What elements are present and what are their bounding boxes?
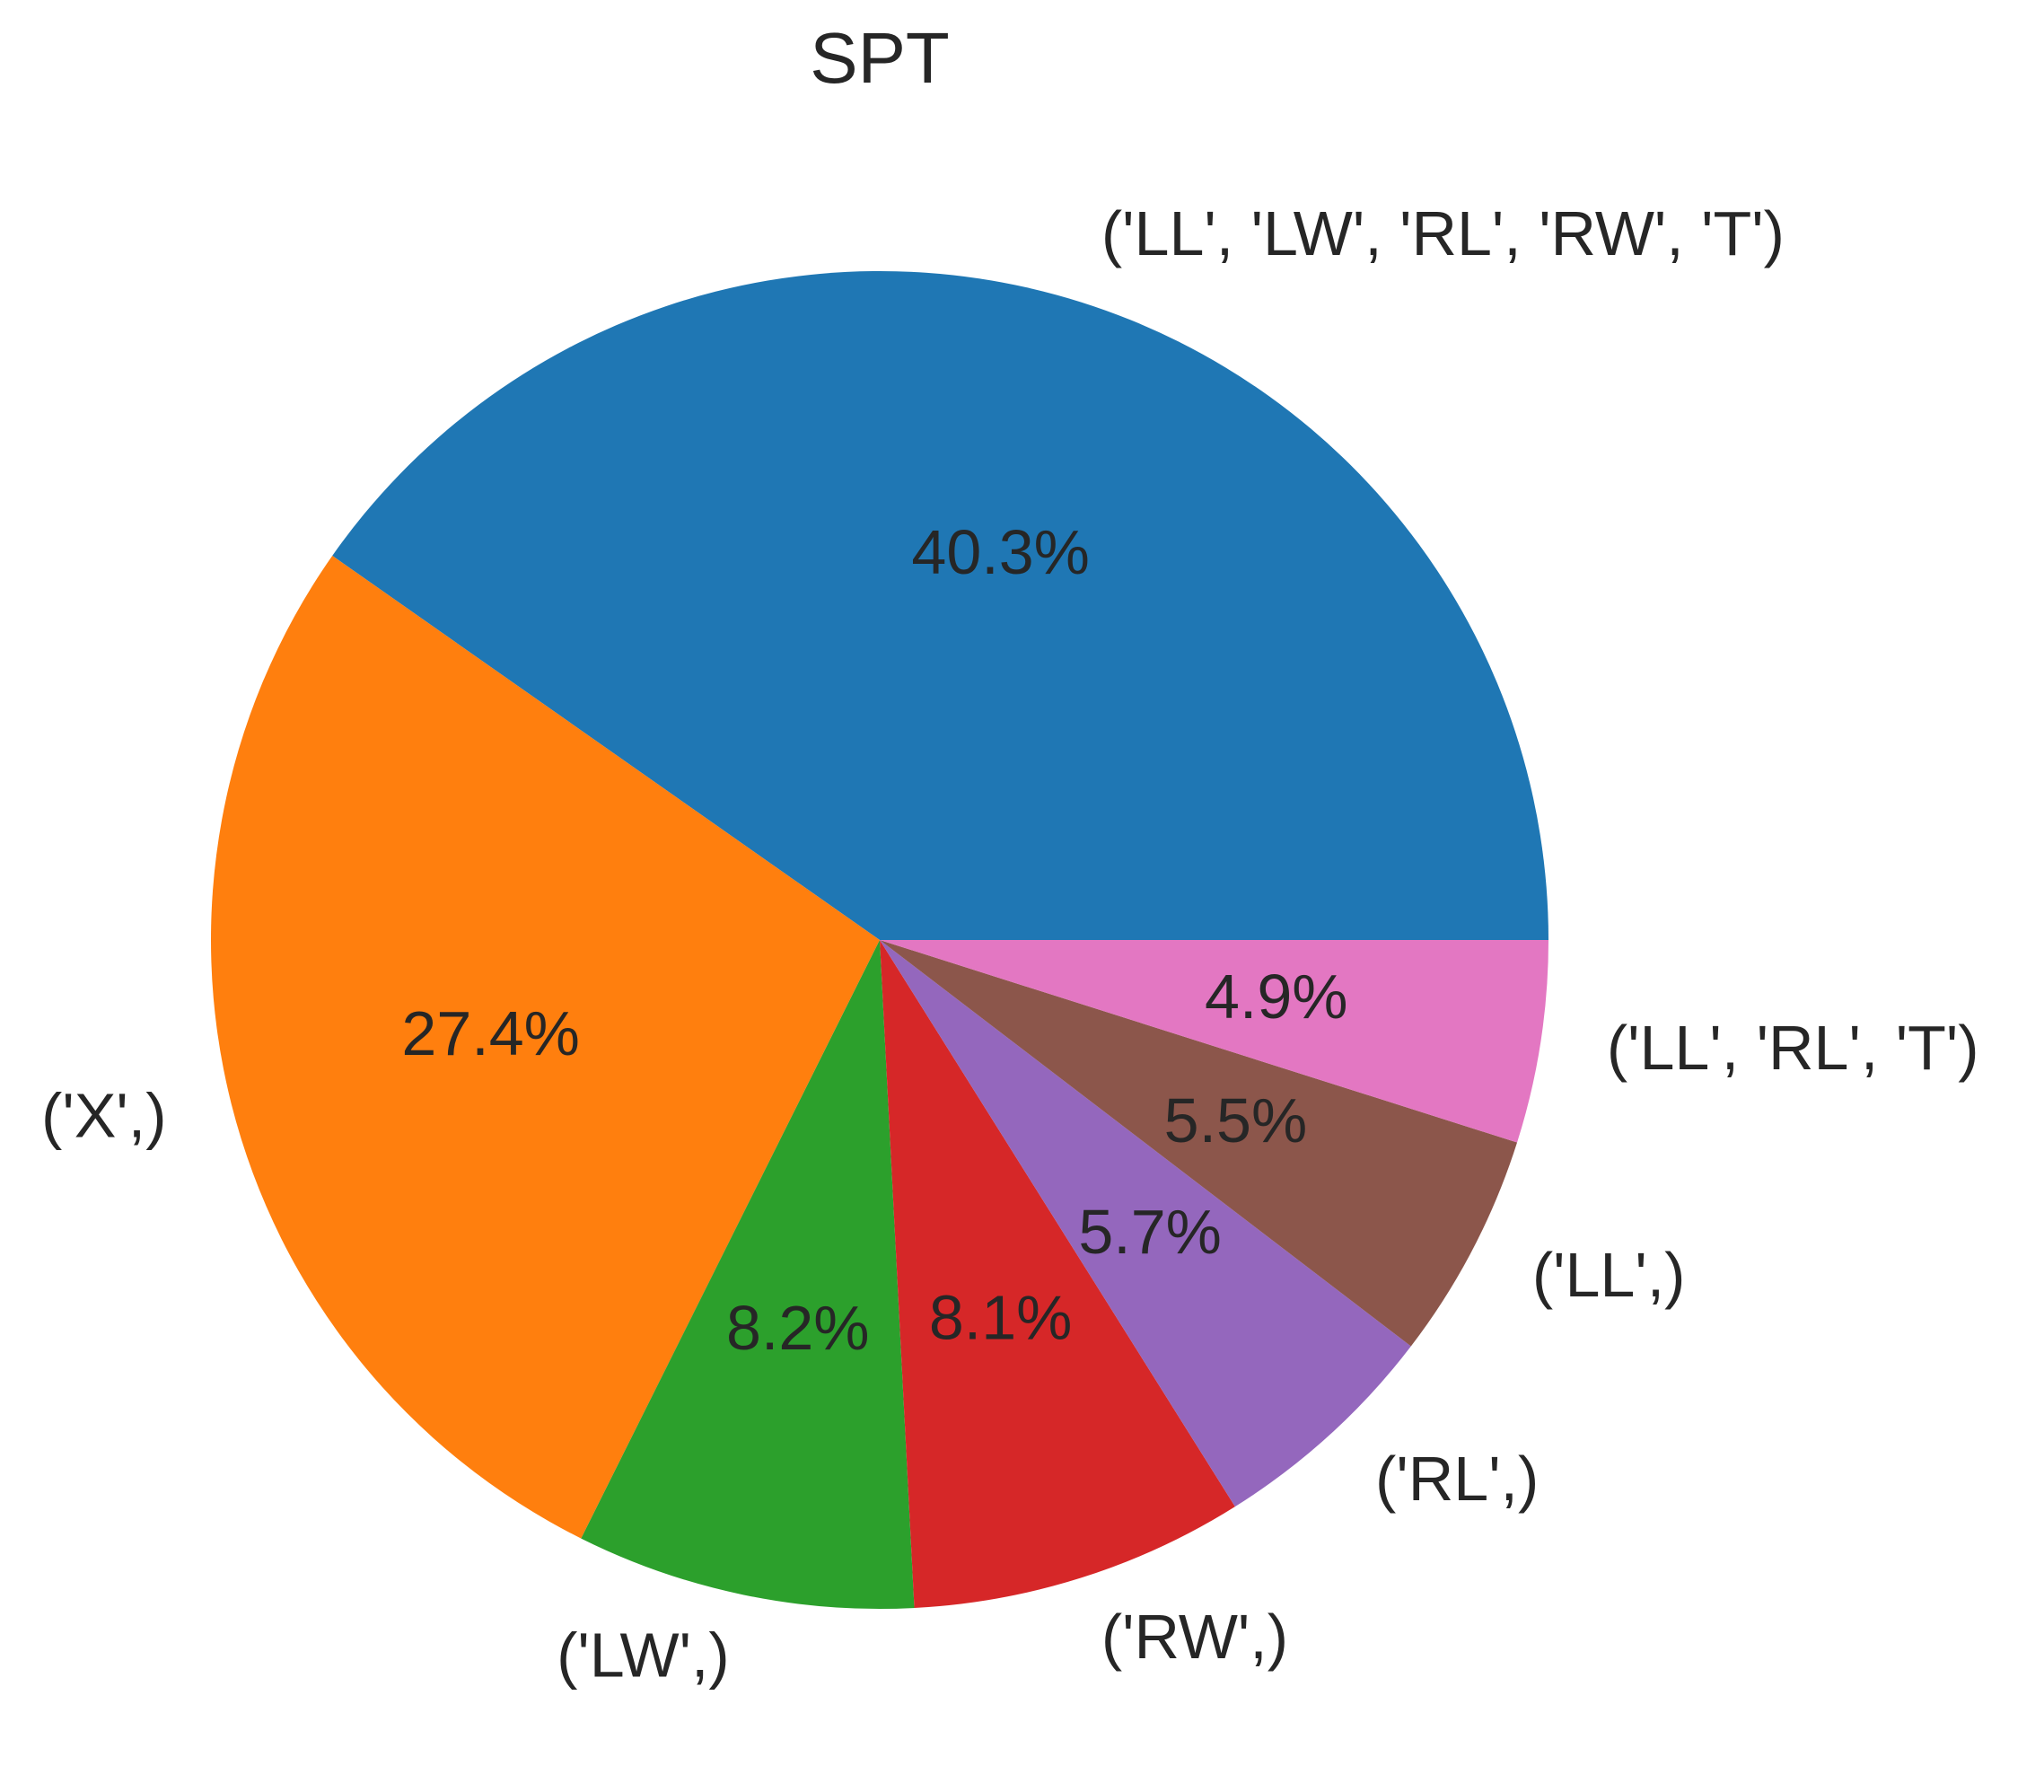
slice-label-3: ('RW',): [1101, 1602, 1288, 1672]
slice-label-6: ('LL', 'RL', 'T'): [1607, 1013, 1979, 1083]
slice-label-2: ('LW',): [557, 1621, 730, 1691]
slice-pct-label-5: 5.5%: [1164, 1085, 1308, 1155]
pie-labels: ('LL', 'LW', 'RL', 'RW', 'T') 40.3% ('X',)…: [41, 198, 1978, 1691]
pie-slice-3: [880, 940, 1235, 1609]
slice-label-1: ('X',): [41, 1081, 167, 1151]
slice-label-5: ('LL',): [1532, 1240, 1686, 1310]
pie-slice-6: [880, 940, 1548, 1143]
slice-pct-label-1: 27.4%: [401, 998, 579, 1068]
slice-pct-label-2: 8.2%: [726, 1293, 870, 1363]
slice-pct-label-6: 4.9%: [1205, 962, 1348, 1032]
chart-title: SPT: [810, 18, 950, 98]
slice-pct-label-4: 5.7%: [1078, 1197, 1222, 1267]
slice-pct-label-3: 8.1%: [929, 1283, 1073, 1353]
slice-label-0: ('LL', 'LW', 'RL', 'RW', 'T'): [1101, 198, 1785, 268]
pie-slice-1: [210, 555, 881, 1539]
pie-slice-4: [880, 940, 1411, 1507]
pie-slice-0: [332, 270, 1548, 940]
pie-slice-2: [581, 940, 915, 1610]
pie-slices: [210, 270, 1548, 1610]
slice-pct-label-0: 40.3%: [911, 517, 1089, 587]
pie-slice-5: [880, 940, 1518, 1347]
slice-label-4: ('RL',): [1375, 1444, 1539, 1514]
